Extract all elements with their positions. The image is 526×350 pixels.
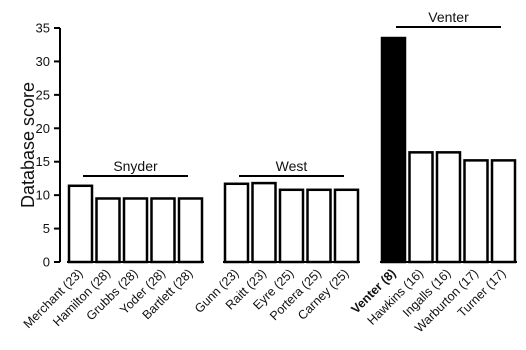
group-label: Snyder — [113, 158, 158, 174]
y-tick-label: 25 — [36, 87, 50, 102]
bar — [177, 197, 204, 264]
group-label: Venter — [428, 9, 469, 25]
y-axis-title: Database score — [18, 82, 38, 208]
bar — [435, 151, 462, 264]
bar — [223, 182, 250, 264]
y-tick-label: 5 — [43, 221, 50, 236]
y-tick-label: 0 — [43, 255, 50, 270]
y-tick-label: 35 — [36, 21, 50, 36]
bar — [333, 188, 360, 264]
y-tick-label: 30 — [36, 54, 50, 69]
bar — [150, 197, 176, 264]
bar — [251, 181, 277, 264]
bar — [380, 36, 407, 264]
bar — [95, 197, 121, 264]
bar — [67, 184, 94, 264]
bar — [306, 188, 332, 264]
bar — [463, 159, 489, 264]
y-tick-label: 20 — [36, 121, 50, 136]
y-tick-label: 10 — [36, 188, 50, 203]
bar — [490, 159, 517, 264]
bar — [122, 197, 149, 264]
y-axis: 0 5 10 15 20 25 30 35 — [36, 21, 61, 270]
y-tick-label: 15 — [36, 154, 50, 169]
bar — [408, 151, 434, 264]
group-label: West — [276, 158, 308, 174]
bar — [278, 188, 305, 264]
